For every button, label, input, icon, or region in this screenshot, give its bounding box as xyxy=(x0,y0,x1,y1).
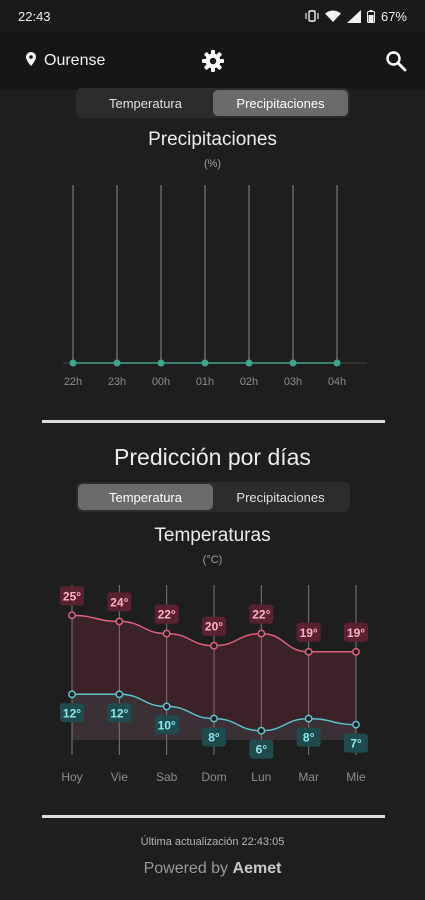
x-tick-label: Vie xyxy=(111,770,128,784)
min-area xyxy=(72,694,356,740)
powered-by-prefix: Powered by xyxy=(143,860,229,877)
daily-tab-precipitaciones[interactable]: Precipitaciones xyxy=(236,489,325,505)
min-temp-point xyxy=(115,690,124,699)
max-temp-label: 25° xyxy=(63,589,81,603)
x-tick-label: 02h xyxy=(240,376,258,388)
location-selector[interactable]: Ourense xyxy=(26,51,176,71)
x-tick-label: 01h xyxy=(196,376,214,388)
signal-icon xyxy=(346,9,361,23)
min-temp-label-bg xyxy=(343,733,368,753)
battery-level: 67% xyxy=(380,8,407,24)
last-update-text: Última actualización 22:43:05 xyxy=(140,836,285,848)
data-point xyxy=(69,359,77,367)
min-temp-label-bg xyxy=(60,703,84,723)
max-temp-label-bg xyxy=(154,604,179,624)
x-tick-label: Dom xyxy=(201,770,226,784)
data-point xyxy=(113,359,121,367)
search-icon[interactable] xyxy=(385,50,407,77)
x-tick-label: Sab xyxy=(156,770,178,784)
temperature-chart: 25° 24° 22° 20° 22° 19° 19° 12° 12° 10° 8° 6° 8° 7° Ho… xyxy=(60,585,368,784)
min-temp-label-bg xyxy=(249,739,274,759)
powered-by: Powered by Aemet xyxy=(0,860,425,878)
max-temp-label-bg xyxy=(343,622,368,642)
x-tick-label: 04h xyxy=(328,376,346,388)
x-tick-label: Mie xyxy=(346,770,366,784)
max-temp-label: 22° xyxy=(252,608,270,622)
precipitation-chart: 22h 23h 00h 01h 02h 03h 04h xyxy=(63,185,367,388)
wifi-icon xyxy=(324,10,341,23)
daily-heading: Predicción por días xyxy=(114,444,311,470)
max-area xyxy=(72,615,356,740)
data-point xyxy=(333,359,341,367)
max-temp-point xyxy=(115,617,124,626)
min-temp-label: 10° xyxy=(158,718,176,732)
hourly-tab-precipitaciones[interactable]: Precipitaciones xyxy=(213,90,348,116)
max-temp-point xyxy=(68,611,76,620)
app-header: Ourense xyxy=(0,32,425,90)
battery-icon xyxy=(366,9,375,23)
max-temp-point xyxy=(162,629,171,638)
data-point xyxy=(201,359,209,367)
daily-chart-unit: (°C) xyxy=(202,554,223,566)
min-temp-label-bg xyxy=(201,727,226,747)
min-temp-point xyxy=(257,726,266,735)
location-name: Ourense xyxy=(44,52,106,69)
x-tick-label: Hoy xyxy=(61,770,82,784)
min-temp-label: 8° xyxy=(208,731,220,745)
max-temp-label-bg xyxy=(296,622,321,642)
min-temp-label-bg xyxy=(154,715,179,735)
max-temp-point xyxy=(257,629,266,638)
min-temp-label: 12° xyxy=(63,706,81,720)
daily-tab-group: Temperatura Precipitaciones xyxy=(76,482,350,512)
x-tick-label: 03h xyxy=(284,376,302,388)
min-temp-point xyxy=(210,714,218,723)
max-temp-label-bg xyxy=(60,586,84,606)
x-tick-label: Lun xyxy=(251,770,271,784)
hourly-tab-group: Temperatura Precipitaciones xyxy=(76,88,350,118)
min-temp-label-bg xyxy=(296,727,321,747)
section-divider xyxy=(42,420,385,423)
max-temp-point xyxy=(352,647,360,656)
vibrate-icon xyxy=(305,9,319,23)
x-tick-label: 00h xyxy=(152,376,170,388)
min-temp-label: 7° xyxy=(350,737,362,751)
x-tick-label: 22h xyxy=(64,376,82,388)
location-pin-icon xyxy=(26,51,36,71)
max-temp-label: 19° xyxy=(300,626,318,640)
data-point xyxy=(245,359,253,367)
aemet-brand: Aemet xyxy=(232,860,282,877)
data-point xyxy=(289,359,297,367)
min-temp-point xyxy=(352,720,360,729)
daily-chart-title: Temperaturas xyxy=(154,525,271,546)
footer-divider xyxy=(42,815,385,818)
max-temp-label: 19° xyxy=(347,626,365,640)
x-tick-label: Mar xyxy=(298,770,319,784)
status-time: 22:43 xyxy=(18,8,51,24)
hourly-tab-temperatura[interactable]: Temperatura xyxy=(109,95,182,111)
hourly-chart-unit: (%) xyxy=(203,158,222,170)
max-temp-label-bg xyxy=(107,592,132,612)
min-temp-label: 8° xyxy=(303,731,315,745)
min-temp-label: 6° xyxy=(256,743,268,757)
max-temp-label: 22° xyxy=(158,608,176,622)
max-temp-label-bg xyxy=(249,604,274,624)
min-temp-label: 12° xyxy=(110,706,128,720)
x-tick-label: 23h xyxy=(108,376,126,388)
min-temp-point xyxy=(162,702,171,711)
daily-tab-temperatura[interactable]: Temperatura xyxy=(78,484,213,510)
min-temp-point xyxy=(68,690,76,699)
max-temp-point xyxy=(304,647,313,656)
data-point xyxy=(157,359,165,367)
settings-gear-icon[interactable] xyxy=(201,49,225,78)
min-temp-label-bg xyxy=(107,703,132,723)
max-temp-label: 24° xyxy=(110,595,128,609)
max-temp-label-bg xyxy=(201,616,226,636)
status-bar: 22:43 67% xyxy=(0,0,425,32)
hourly-chart-title: Precipitaciones xyxy=(148,129,277,150)
max-temp-point xyxy=(210,641,218,650)
min-temp-point xyxy=(304,714,313,723)
max-temp-label: 20° xyxy=(205,620,223,634)
